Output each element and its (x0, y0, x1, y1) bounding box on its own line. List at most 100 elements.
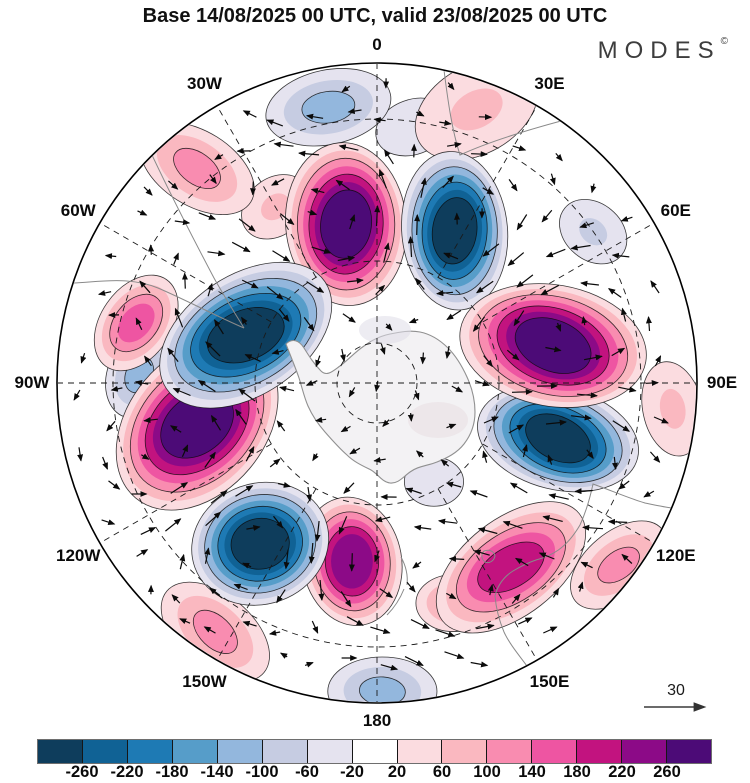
wind-arrow (649, 451, 661, 463)
wind-arrow (373, 456, 386, 463)
wind-arrow (583, 354, 603, 361)
wind-arrow (483, 355, 493, 368)
wind-arrow (408, 317, 419, 324)
wind-arrow (506, 349, 520, 361)
wind-arrow (276, 589, 286, 604)
wind-arrow (446, 309, 462, 321)
wind-arrow (379, 588, 394, 598)
wind-arrow (108, 480, 121, 490)
wind-arrow (137, 209, 148, 216)
anomaly-contour-shell (359, 676, 406, 702)
wind-arrow (607, 518, 628, 525)
colorbar-cell (487, 740, 533, 763)
wind-arrow (238, 388, 256, 402)
wind-arrow (570, 244, 591, 251)
meridian-label-150E: 150E (529, 671, 570, 691)
anomaly-contour-shell (230, 517, 290, 570)
wind-arrow (136, 549, 149, 557)
wind-arrow (508, 424, 525, 434)
chart-title: Base 14/08/2025 00 UTC, valid 23/08/2025… (142, 5, 608, 27)
wind-arrow (242, 110, 257, 118)
colorbar-cell (622, 740, 668, 763)
wind-arrow (277, 482, 291, 488)
wind-arrow (476, 623, 495, 630)
wind-arrow (470, 661, 489, 668)
wind-arrow (342, 313, 356, 323)
meridian-label-60E: 60E (660, 200, 691, 220)
wind-arrow (612, 420, 631, 432)
wind-arrow (650, 280, 660, 294)
wind-arrow (586, 449, 594, 459)
wind-arrow (271, 348, 284, 355)
australia-coast (494, 483, 673, 667)
wind-arrow (407, 236, 414, 258)
wind-arrow (341, 85, 351, 93)
meridian-label-0: 0 (372, 35, 382, 54)
colorbar-tick-label: -60 (295, 763, 319, 781)
wind-arrow (375, 284, 386, 295)
wind-arrow (502, 520, 523, 529)
wind-arrow (73, 389, 81, 401)
wind-arrow (165, 518, 182, 532)
wind-arrow (487, 583, 494, 596)
wind-arrow (242, 562, 252, 569)
wind-arrow (308, 542, 315, 564)
wind-arrow (379, 343, 386, 355)
wind-arrow (474, 380, 490, 387)
anomaly-contour-shell (173, 147, 221, 190)
wind-arrow (378, 168, 387, 189)
colorbar-tick-label: 180 (563, 763, 591, 781)
wind-arrow (382, 419, 390, 427)
wind-arrow (343, 482, 355, 494)
wind-arrow (179, 553, 186, 570)
wind-arrow (437, 518, 458, 525)
colorbar-cell (307, 740, 353, 763)
wind-arrow (581, 315, 588, 326)
wind-arrow (315, 355, 322, 368)
wind-arrow (522, 444, 528, 458)
wind-arrow (246, 524, 261, 531)
wind-arrow (235, 485, 254, 497)
wind-arrow (542, 515, 563, 522)
wind-arrow (279, 652, 288, 659)
wind-arrow (473, 549, 490, 556)
wind-arrow (306, 281, 325, 293)
meridian-label-120W: 120W (56, 545, 101, 565)
anomaly-contour-shell (192, 609, 238, 654)
wind-arrow (174, 307, 184, 328)
wind-arrow (445, 481, 462, 488)
colorbar-tick-label: -100 (245, 763, 279, 781)
wind-arrow (446, 141, 462, 148)
wind-arrow (508, 179, 518, 192)
wind-arrow (448, 555, 465, 562)
wind-arrow (271, 178, 285, 186)
wind-arrow (545, 419, 567, 426)
wind-arrow (241, 316, 248, 325)
wind-arrow (620, 307, 627, 322)
wind-arrow (482, 450, 488, 463)
wind-arrow (442, 175, 454, 189)
wind-scale-value: 30 (667, 682, 685, 699)
wind-arrow (446, 592, 457, 600)
wind-arrow (541, 209, 553, 223)
wind-arrow (214, 153, 224, 160)
anomaly-contour-shell (597, 546, 640, 584)
wind-arrow (102, 456, 108, 470)
wind-arrow (373, 117, 386, 124)
wind-arrow (198, 212, 217, 220)
wind-arrow (645, 380, 659, 387)
wind-arrow (380, 664, 399, 671)
wind-arrow (307, 209, 318, 216)
wind-arrow (405, 487, 422, 495)
wind-arrow (340, 348, 346, 362)
wind-arrow (415, 450, 424, 458)
wind-arrow (106, 420, 116, 432)
colorbar-tick-label: 20 (387, 763, 407, 781)
wind-arrow (269, 458, 281, 468)
wind-arrow (173, 252, 179, 265)
colorbar-cell (262, 740, 308, 763)
wind-arrow (540, 284, 560, 296)
colorbar-cell (172, 740, 218, 763)
colorbar-tick-label: -140 (200, 763, 234, 781)
wind-arrow (338, 516, 348, 535)
